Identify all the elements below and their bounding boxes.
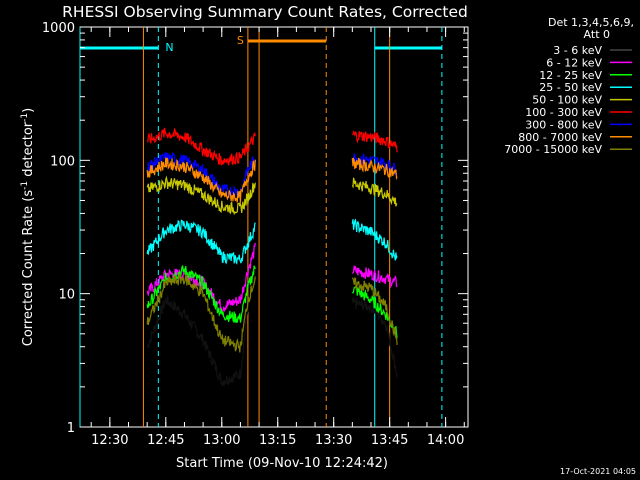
flag-layer: NS — [80, 34, 442, 54]
x-tick-label: 12:45 — [147, 433, 184, 448]
legend-label: 25 - 50 keV — [539, 81, 602, 94]
y-axis-label-mid: detector — [21, 121, 36, 181]
legend-label: 3 - 6 keV — [553, 44, 602, 57]
series-line — [351, 277, 398, 345]
series-line — [351, 156, 398, 181]
y-axis-label: Corrected Count Rate (s-1 detector-1) — [20, 108, 36, 346]
chart-title: RHESSI Observing Summary Count Rates, Co… — [62, 3, 468, 21]
legend-label: 800 - 7000 keV — [518, 131, 602, 144]
y-tick-label: 100 — [50, 154, 75, 169]
legend-label: 12 - 25 keV — [539, 69, 602, 82]
x-axis-label: Start Time (09-Nov-10 12:24:42) — [176, 456, 388, 471]
y-tick-label: 1000 — [42, 21, 75, 36]
x-axis-ticks: 12:30 12:45 13:00 13:15 13:30 13:45 14:00 — [90, 27, 465, 448]
legend-header-line-2: Att 0 — [584, 28, 610, 41]
y-axis-label-end: ) — [21, 108, 36, 113]
x-tick-label: 14:00 — [427, 433, 464, 448]
series-line — [146, 270, 256, 387]
legend-header-line-1: Det 1,3,4,5,6,9, — [548, 16, 634, 29]
series-line — [352, 130, 398, 153]
series-line — [351, 177, 398, 207]
series-line — [351, 265, 398, 289]
series-layer — [146, 127, 398, 387]
footer-timestamp: 17-Oct-2021 04:05 — [560, 467, 636, 476]
series-line — [146, 219, 256, 265]
y-axis-ticks: 1 10 100 1000 — [42, 21, 468, 436]
legend-label: 50 - 100 keV — [532, 94, 602, 107]
vertical-line-layer — [79, 27, 443, 427]
y-tick-label: 1 — [67, 421, 75, 436]
y-tick-label: 10 — [58, 288, 75, 303]
x-tick-label: 13:30 — [315, 433, 352, 448]
x-tick-label: 13:15 — [259, 433, 296, 448]
series-line — [147, 152, 256, 199]
series-line — [146, 127, 256, 167]
legend-label: 7000 - 15000 keV — [504, 143, 602, 156]
legend-label: 100 - 300 keV — [525, 106, 602, 119]
legend-label: 300 - 800 keV — [525, 118, 602, 131]
x-tick-label: 12:30 — [91, 433, 128, 448]
series-line — [351, 218, 398, 261]
x-tick-label: 13:45 — [371, 433, 408, 448]
legend-label: 6 - 12 keV — [546, 56, 602, 69]
series-line — [146, 265, 256, 324]
x-tick-label: 13:00 — [203, 433, 240, 448]
y-axis-label-main: Corrected Count Rate (s — [21, 190, 36, 347]
y-axis-label-sup-1: -1 — [20, 181, 30, 190]
flag-label: S — [237, 34, 244, 47]
series-line — [146, 175, 256, 216]
flag-label: N — [165, 41, 173, 54]
series-line — [146, 273, 256, 353]
y-axis-label-sup-2: -1 — [20, 113, 30, 122]
series-line — [146, 157, 256, 203]
